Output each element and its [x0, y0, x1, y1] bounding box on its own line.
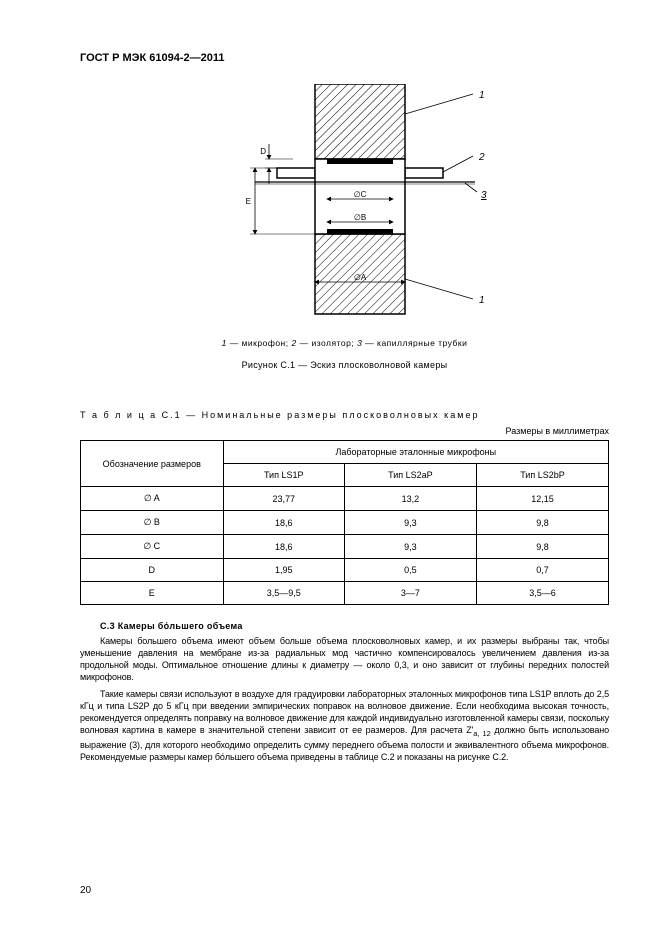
cell: 13,2 — [344, 487, 476, 511]
cell: 3,5—6 — [476, 582, 608, 605]
cell: 0,5 — [344, 559, 476, 582]
figure-legend: 1 — микрофон; 2 — изолятор; 3 — капилляр… — [80, 338, 609, 348]
legend-3-text: — капиллярные трубки — [362, 338, 467, 348]
table-row: ∅ A 23,77 13,2 12,15 — [81, 487, 609, 511]
cell: 12,15 — [476, 487, 608, 511]
paragraph-1: Камеры большего объема имеют объем больш… — [80, 635, 609, 684]
cell: 1,95 — [223, 559, 344, 582]
legend-2-text: — изолятор; — [297, 338, 357, 348]
cell: 9,8 — [476, 511, 608, 535]
row-label: D — [81, 559, 224, 582]
dim-c-label: ∅C — [353, 190, 366, 199]
table-units: Размеры в миллиметрах — [80, 426, 609, 436]
th-group: Лабораторные эталонные микрофоны — [223, 441, 608, 464]
dim-b-label: ∅B — [353, 213, 365, 222]
row-label: ∅ A — [81, 487, 224, 511]
table-row: ∅ B 18,6 9,3 9,8 — [81, 511, 609, 535]
section-title: С.3 Камеры бо́льшего объема — [80, 621, 609, 631]
table-row: E 3,5—9,5 3—7 3,5—6 — [81, 582, 609, 605]
callout-1b: 1 — [479, 295, 485, 306]
cell: 3—7 — [344, 582, 476, 605]
th-col1: Тип LS1P — [223, 464, 344, 487]
cell: 9,8 — [476, 535, 608, 559]
page-number: 20 — [80, 885, 91, 896]
row-label: E — [81, 582, 224, 605]
callout-2: 2 — [478, 152, 485, 163]
cell: 9,3 — [344, 535, 476, 559]
callout-3: 3 — [481, 190, 487, 201]
paragraph-2: Такие камеры связи используют в воздухе … — [80, 688, 609, 764]
figure-caption: Рисунок С.1 — Эскиз плосковолновой камер… — [80, 360, 609, 370]
cell: 18,6 — [223, 535, 344, 559]
cell: 23,77 — [223, 487, 344, 511]
th-col3: Тип LS2bP — [476, 464, 608, 487]
dim-a-label: ∅A — [353, 273, 366, 282]
legend-1-text: — микрофон; — [227, 338, 292, 348]
th-rowlabel: Обозначение размеров — [81, 441, 224, 487]
row-label: ∅ C — [81, 535, 224, 559]
cell: 9,3 — [344, 511, 476, 535]
table-row: ∅ C 18,6 9,3 9,8 — [81, 535, 609, 559]
cell: 18,6 — [223, 511, 344, 535]
doc-header: ГОСТ Р МЭК 61094-2—2011 — [80, 52, 609, 64]
th-col2: Тип LS2aP — [344, 464, 476, 487]
table-row: D 1,95 0,5 0,7 — [81, 559, 609, 582]
dim-d-label: D — [260, 147, 266, 156]
dimensions-table: Обозначение размеров Лабораторные эталон… — [80, 440, 609, 605]
row-label: ∅ B — [81, 511, 224, 535]
table-title: Т а б л и ц а С.1 — Номинальные размеры … — [80, 410, 609, 420]
cell: 0,7 — [476, 559, 608, 582]
chamber-diagram: ∅C ∅B ∅A D E 1 1 2 3 — [195, 84, 495, 324]
p2-sub: a, 12 — [473, 729, 490, 738]
diagram-container: ∅C ∅B ∅A D E 1 1 2 3 — [80, 84, 609, 324]
cell: 3,5—9,5 — [223, 582, 344, 605]
dim-e-label: E — [245, 197, 250, 206]
callout-1: 1 — [479, 90, 485, 101]
